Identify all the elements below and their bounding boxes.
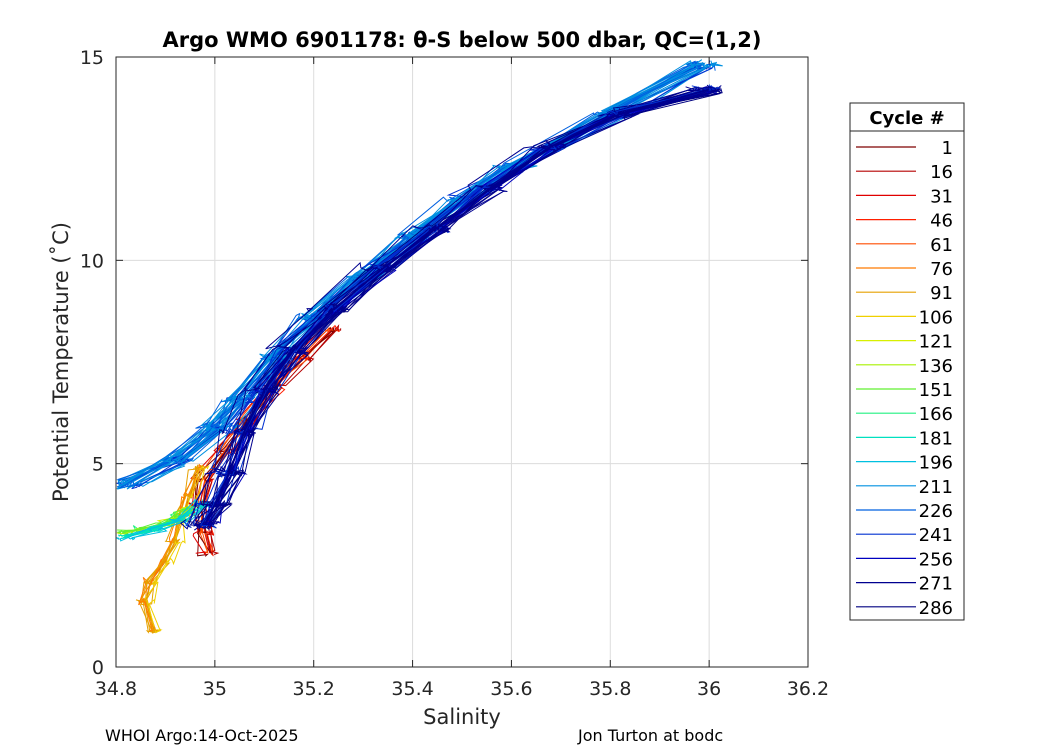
plot-area	[116, 57, 808, 667]
legend-label: 271	[919, 574, 953, 595]
legend-label: 241	[919, 525, 953, 546]
y-tick-label: 10	[80, 250, 104, 272]
y-tick-labels: 0 5 10 15	[80, 47, 104, 679]
x-tick-label: 36	[697, 678, 721, 700]
chart-title: Argo WMO 6901178: θ-S below 500 dbar, QC…	[163, 28, 762, 52]
profile-line	[203, 328, 342, 555]
y-axis-label: Potential Temperature (˚C)	[49, 222, 73, 502]
footer-left: WHOI Argo:14-Oct-2025	[105, 726, 299, 745]
y-tick-label: 0	[92, 657, 104, 679]
legend-items: 1 16 31 46 61 76 91 106 121 136 151 166 181 196 211 226…	[856, 138, 953, 619]
legend-label: 91	[930, 283, 953, 304]
profile-line	[143, 464, 200, 634]
legend-title: Cycle #	[869, 108, 944, 129]
legend-label: 136	[919, 356, 953, 377]
legend-label: 46	[930, 211, 953, 232]
legend: Cycle # 11631466176911061211361511661811…	[849, 102, 965, 621]
legend-label: 76	[930, 259, 953, 280]
legend-label: 121	[919, 332, 953, 353]
profile-line	[180, 86, 697, 530]
x-tick-label: 35	[203, 678, 227, 700]
profile-line	[148, 464, 210, 631]
x-tick-labels: 34.8 35 35.2 35.4 35.6 35.8 36 36.2	[95, 678, 829, 700]
profile-line	[117, 505, 189, 534]
profile-line	[208, 85, 722, 524]
legend-label: 1	[942, 138, 953, 159]
legend-label: 151	[919, 380, 953, 401]
plot-frame	[115, 56, 809, 668]
legend-label: 226	[919, 501, 953, 522]
y-tick-label: 15	[80, 47, 104, 69]
legend-label: 31	[930, 186, 953, 207]
legend-label: 16	[930, 162, 953, 183]
x-tick-label: 35.6	[490, 678, 532, 700]
legend-label: 196	[919, 453, 953, 474]
x-tick-label: 34.8	[95, 678, 137, 700]
legend-label: 166	[919, 404, 953, 425]
profile-line	[193, 87, 711, 531]
series-group	[116, 59, 723, 634]
legend-label: 106	[919, 307, 953, 328]
series-core-line	[204, 88, 710, 526]
x-tick-label: 35.4	[391, 678, 433, 700]
legend-label: 256	[919, 549, 953, 570]
footer-right: Jon Turton at bodc	[577, 726, 723, 745]
x-tick-label: 36.2	[787, 678, 829, 700]
profile-line	[142, 465, 204, 634]
profile-line	[207, 85, 722, 530]
x-tick-label: 35.8	[589, 678, 631, 700]
y-tick-label: 5	[92, 454, 104, 476]
x-tick-label: 35.2	[293, 678, 335, 700]
profile-line	[119, 500, 202, 542]
legend-label: 61	[930, 235, 953, 256]
legend-label: 286	[919, 598, 953, 619]
legend-label: 181	[919, 428, 953, 449]
x-axis-label: Salinity	[423, 705, 501, 729]
legend-label: 211	[919, 477, 953, 498]
ticks-group	[115, 56, 809, 668]
